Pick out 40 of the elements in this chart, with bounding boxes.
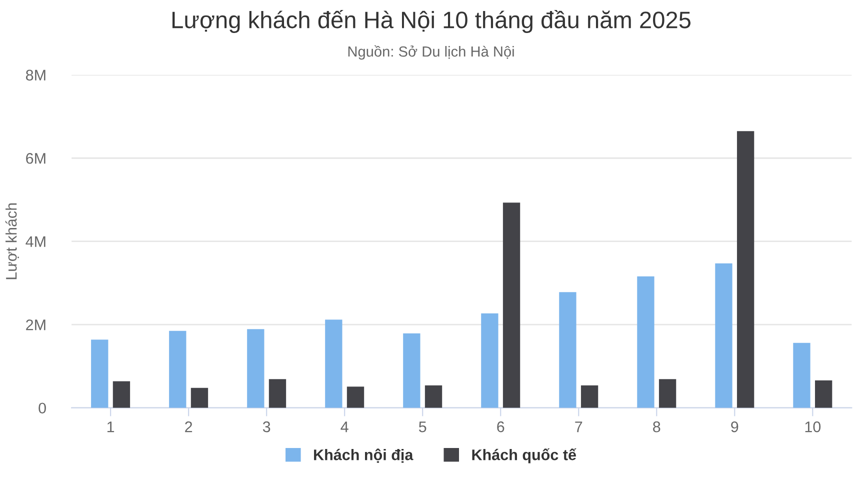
bar: [736, 131, 754, 408]
bar: [325, 320, 342, 408]
y-axis-title: Lượt khách: [5, 203, 19, 280]
bar: [247, 329, 264, 408]
y-tick-label: 0: [38, 402, 46, 414]
bar: [112, 381, 130, 408]
bar: [346, 386, 364, 408]
x-tick-label: 7: [575, 422, 582, 432]
y-tick-label: 4M: [26, 236, 46, 247]
y-tick-label: 6M: [26, 152, 46, 164]
bar: [424, 385, 442, 408]
x-tick-label: 5: [418, 422, 426, 432]
x-tick-label: 8: [653, 421, 660, 432]
bar: [481, 313, 498, 408]
bar: [793, 342, 810, 408]
x-tick-label: 1: [107, 422, 114, 432]
legend-label: Khách nội địa: [314, 448, 414, 463]
legend-label: Khách quốc tế: [472, 448, 576, 464]
bar: [502, 202, 520, 408]
x-tick-label: 2: [185, 421, 192, 432]
x-tick-label: 9: [731, 421, 738, 432]
x-tick-label: 10: [805, 421, 821, 432]
bar: [559, 292, 576, 408]
bar: [637, 276, 654, 408]
chart-subtitle: Nguồn: Sở Du lịch Hà Nội: [348, 45, 514, 60]
bar: [169, 330, 186, 408]
bar: [190, 388, 208, 408]
x-tick-label: 4: [340, 422, 348, 432]
y-tick-label: 2M: [26, 319, 46, 330]
bar: [580, 385, 598, 408]
chart-title: Lượng khách đến Hà Nội 10 tháng đầu năm 2025: [172, 10, 690, 33]
bar: [91, 340, 108, 408]
bar: [814, 380, 832, 408]
bar: [658, 379, 676, 408]
y-tick-label: 8M: [26, 70, 46, 81]
x-tick-label: 6: [497, 421, 504, 432]
x-tick-label: 3: [262, 421, 270, 432]
bar: [715, 263, 732, 408]
bar: [403, 333, 420, 408]
bar: [268, 379, 286, 408]
